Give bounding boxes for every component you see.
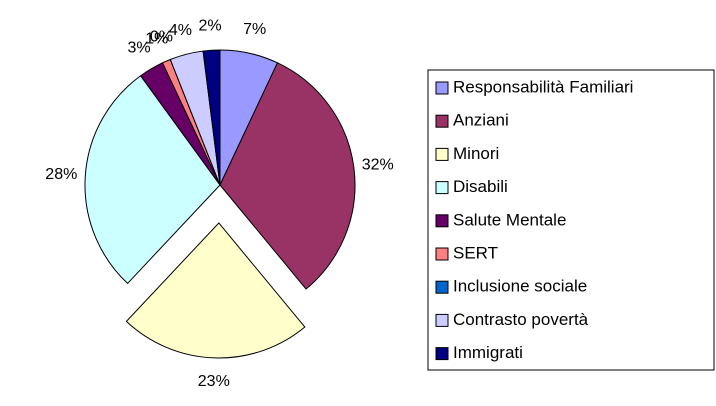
- legend-swatch: [435, 247, 449, 261]
- pie-slice: [202, 49, 221, 186]
- legend-label: Responsabilità Familiari: [453, 77, 633, 96]
- slice-label: 7%: [243, 21, 266, 38]
- legend-box: [427, 69, 715, 371]
- legend-label: Inclusione sociale: [453, 277, 587, 296]
- legend-swatch: [435, 114, 449, 128]
- pie-slice: [84, 75, 221, 285]
- legend-swatch: [435, 181, 449, 195]
- legend-label: Immigrati: [453, 343, 523, 362]
- slice-label: 3%: [127, 39, 150, 56]
- legend-label: Salute Mentale: [453, 210, 566, 229]
- legend-swatch: [435, 214, 449, 228]
- legend-label: Disabili: [453, 177, 508, 196]
- legend-swatch: [435, 147, 449, 161]
- slice-label: 4%: [169, 22, 192, 39]
- legend-swatch: [435, 347, 449, 361]
- pie-slice: [125, 222, 306, 359]
- pie-slice: [219, 62, 356, 290]
- slice-label: 28%: [45, 166, 77, 183]
- legend-label: Contrasto povertà: [453, 310, 589, 329]
- legend-swatch: [435, 81, 449, 95]
- legend-label: SERT: [453, 243, 498, 262]
- slice-label: 1%: [145, 30, 168, 47]
- legend-swatch: [435, 280, 449, 294]
- slice-label: 32%: [362, 156, 394, 173]
- slice-label: 0%: [150, 28, 173, 45]
- legend-label: Minori: [453, 144, 499, 163]
- legend-swatch: [435, 313, 449, 327]
- slice-label: 2%: [198, 18, 221, 35]
- legend-label: Anziani: [453, 111, 509, 130]
- slice-label: 23%: [198, 373, 230, 390]
